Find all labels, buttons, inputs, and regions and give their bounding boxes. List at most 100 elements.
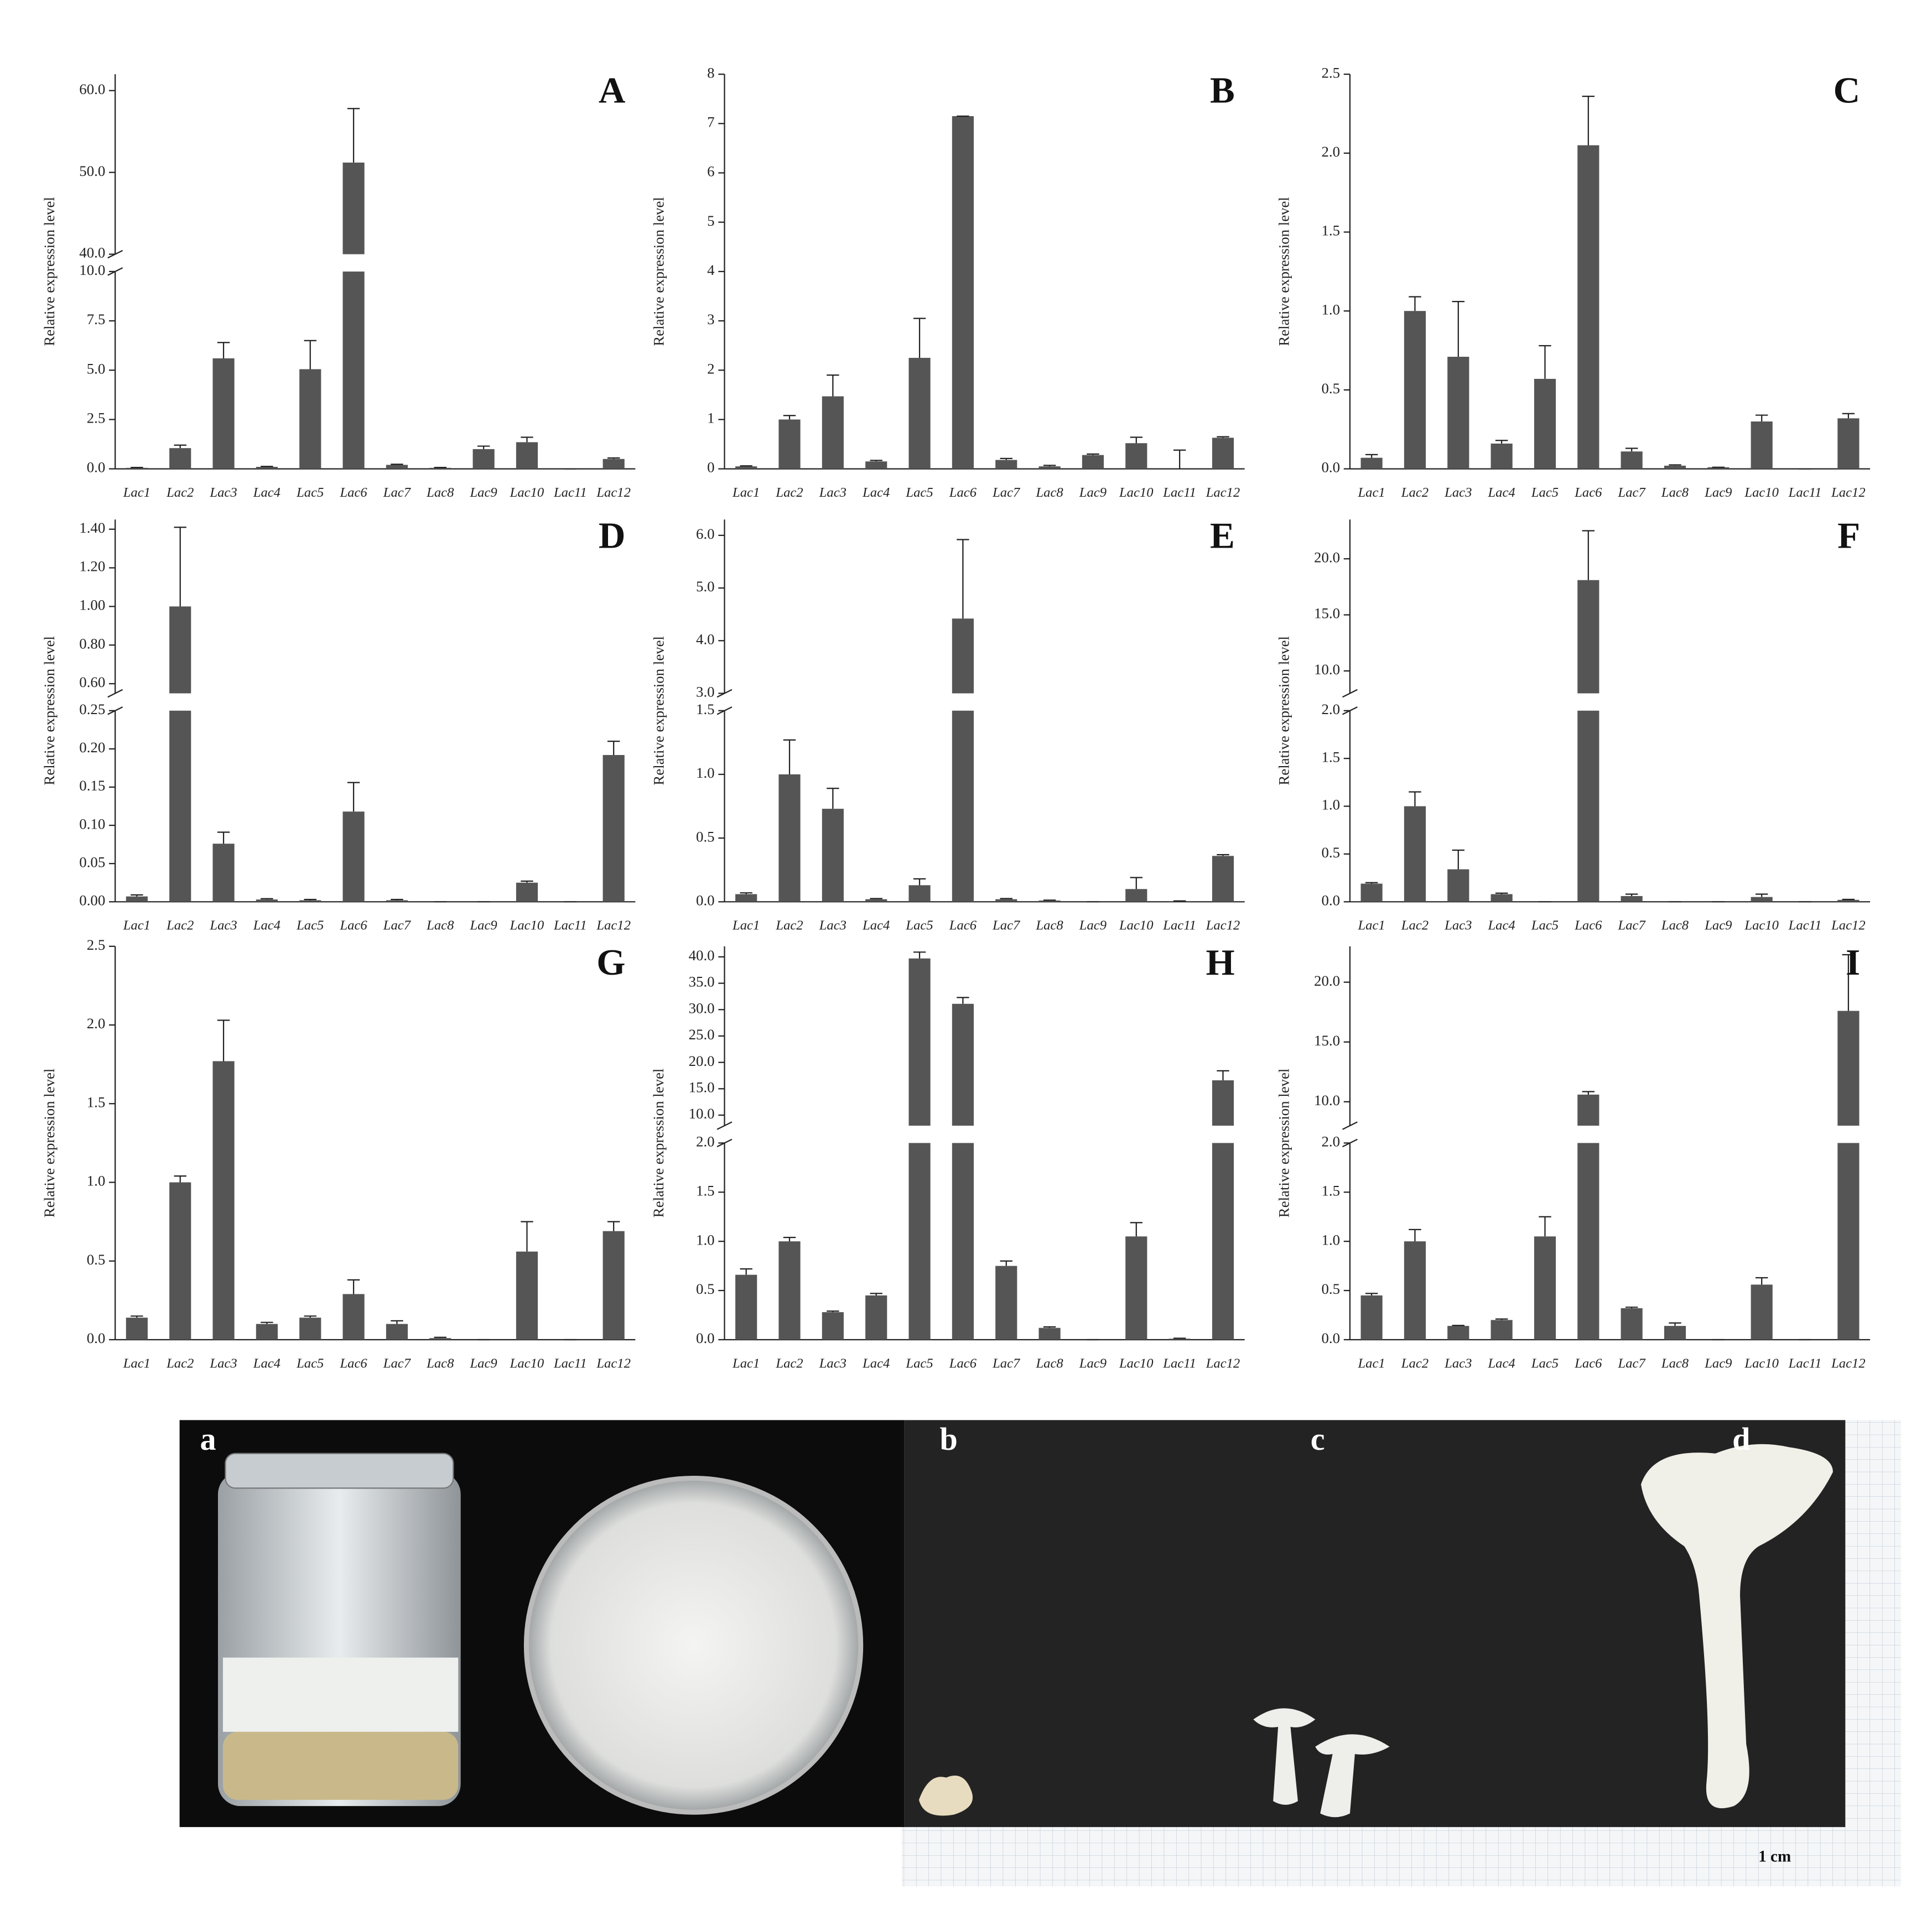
x-tick-label: Lac3 xyxy=(209,485,237,500)
x-tick-label: Lac5 xyxy=(296,1356,324,1371)
bar xyxy=(995,1266,1017,1340)
bar xyxy=(1707,467,1730,469)
x-tick-label: Lac5 xyxy=(296,485,324,500)
y-tick-label: 1.00 xyxy=(79,597,105,613)
y-tick-label: 2.0 xyxy=(1321,701,1340,717)
bar xyxy=(1360,883,1383,902)
y-tick-label: 10.0 xyxy=(689,1105,715,1122)
y-tick-label: 0.0 xyxy=(1321,892,1340,908)
y-tick-label: 1.0 xyxy=(87,1173,106,1189)
chart-title: F xyxy=(1837,514,1860,556)
bar xyxy=(1125,1236,1147,1340)
bar xyxy=(1751,421,1773,469)
bar xyxy=(865,461,887,469)
x-tick-label: Lac10 xyxy=(1744,485,1779,500)
error-bar xyxy=(1130,1222,1142,1237)
x-tick-label: Lac8 xyxy=(1661,918,1689,933)
bar xyxy=(1534,378,1556,469)
x-tick-label: Lac7 xyxy=(1618,1356,1647,1371)
bar xyxy=(256,467,278,469)
x-tick-label: Lac6 xyxy=(949,918,977,933)
x-tick-label: Lac7 xyxy=(383,485,412,500)
chart-title: B xyxy=(1210,69,1235,111)
x-tick-label: Lac1 xyxy=(732,485,760,500)
x-tick-label: Lac5 xyxy=(1531,1356,1559,1371)
bar xyxy=(822,809,844,902)
error-bar xyxy=(1409,296,1421,311)
error-bar xyxy=(347,1279,360,1294)
chart-title: A xyxy=(599,69,625,111)
error-bar xyxy=(217,831,230,844)
bar xyxy=(1212,438,1234,469)
y-tick-label: 2.5 xyxy=(87,936,106,953)
x-tick-label: Lac3 xyxy=(819,485,846,500)
y-tick-label: 2.0 xyxy=(87,1015,106,1032)
error-bar xyxy=(174,1175,186,1183)
chart-panel: 0 1 2 3 4 5 6 7 8 Lac1 Lac2 Lac3 Lac4 Lac5 Lac6 Lac7 Lac… xyxy=(650,64,1245,500)
photo-label: a xyxy=(200,1421,216,1457)
y-tick-label: 0.0 xyxy=(696,892,715,908)
error-bar xyxy=(1669,1322,1681,1326)
x-tick-label: Lac8 xyxy=(1035,485,1063,500)
bar xyxy=(908,958,931,1126)
y-tick-label: 20.0 xyxy=(1314,972,1340,989)
error-bar xyxy=(783,1236,796,1242)
error-bar xyxy=(131,1315,143,1318)
y-tick-label: 1.5 xyxy=(696,1182,715,1199)
bar xyxy=(778,419,801,469)
x-tick-label: Lac9 xyxy=(1079,918,1107,933)
bar xyxy=(952,618,974,694)
x-tick-label: Lac4 xyxy=(253,485,281,500)
x-tick-label: Lac6 xyxy=(949,485,977,500)
error-bar xyxy=(1539,345,1551,379)
x-tick-label: Lac1 xyxy=(123,1356,150,1371)
chart-panel: 0.00 0.05 0.10 0.15 0.20 0.25 0.60 0.80 1.00 1.20… xyxy=(41,514,636,933)
x-tick-label: Lac6 xyxy=(339,485,367,500)
y-tick-label: 1.0 xyxy=(1321,797,1340,813)
photo-label: c xyxy=(1311,1421,1325,1457)
error-bar xyxy=(1365,882,1378,884)
y-tick-label: 3.0 xyxy=(696,684,715,700)
y-tick-label: 0.0 xyxy=(696,1330,715,1346)
y-tick-label: 2.0 xyxy=(1321,143,1340,160)
mycelium xyxy=(222,1657,459,1732)
x-tick-label: Lac2 xyxy=(775,1356,803,1371)
error-bar xyxy=(521,436,533,443)
error-bar xyxy=(827,788,839,809)
bar xyxy=(1360,457,1383,469)
error-bar xyxy=(1495,1318,1508,1320)
error-bar xyxy=(1000,1260,1012,1266)
x-tick-label: Lac6 xyxy=(339,1356,367,1371)
y-tick-label: 10.0 xyxy=(1314,661,1340,678)
x-tick-label: Lac10 xyxy=(510,918,544,933)
y-tick-label: 1.0 xyxy=(1321,301,1340,318)
y-tick-label: 5 xyxy=(707,212,714,229)
x-tick-label: Lac8 xyxy=(426,918,454,933)
error-bar xyxy=(1043,465,1056,467)
bar xyxy=(256,1324,278,1340)
bar xyxy=(1751,1284,1773,1340)
y-tick-label: 10.0 xyxy=(79,262,105,278)
y-tick-label: 20.0 xyxy=(1314,549,1340,565)
bar xyxy=(1447,869,1469,902)
error-bar xyxy=(391,1320,403,1324)
bar xyxy=(822,396,844,469)
y-tick-label: 30.0 xyxy=(689,1000,715,1016)
error-bar xyxy=(217,1019,230,1061)
x-tick-label: Lac2 xyxy=(166,485,194,500)
x-tick-label: Lac5 xyxy=(296,918,324,933)
error-bar xyxy=(1539,1216,1551,1237)
x-tick-label: Lac3 xyxy=(1444,485,1472,500)
error-bar xyxy=(1452,1325,1464,1326)
x-tick-label: Lac4 xyxy=(1488,485,1515,500)
x-tick-label: Lac9 xyxy=(1079,1356,1107,1371)
y-tick-label: 0.60 xyxy=(79,674,105,690)
y-tick-label: 0.5 xyxy=(1321,380,1340,397)
chart-title: G xyxy=(596,941,625,983)
y-tick-label: 1.40 xyxy=(79,519,105,536)
x-tick-label: Lac3 xyxy=(1444,1356,1472,1371)
bar xyxy=(1082,455,1104,469)
bar xyxy=(1404,311,1426,469)
error-bar xyxy=(347,108,360,163)
bar xyxy=(1577,580,1599,694)
